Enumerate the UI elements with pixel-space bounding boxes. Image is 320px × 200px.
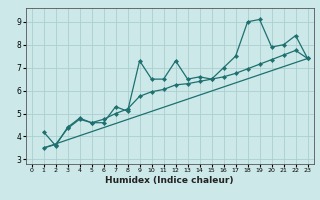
X-axis label: Humidex (Indice chaleur): Humidex (Indice chaleur) <box>105 176 234 185</box>
